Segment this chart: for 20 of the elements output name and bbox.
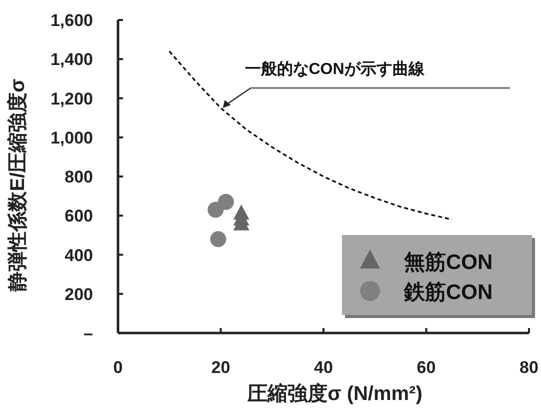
line-series bbox=[168, 50, 453, 220]
x-tick-label: 20 bbox=[211, 358, 230, 377]
y-tick-label: 200 bbox=[64, 284, 93, 304]
y-tick-label: 1,400 bbox=[50, 50, 93, 70]
y-tick-label: 1,200 bbox=[50, 89, 93, 108]
x-tick-label: 60 bbox=[416, 358, 436, 377]
x-tick-label: 40 bbox=[314, 358, 333, 377]
x-tick-label: 80 bbox=[520, 358, 538, 377]
y-tick-label: 400 bbox=[64, 246, 93, 265]
legend-label: 無筋CON bbox=[403, 251, 493, 274]
y-tick-label: – bbox=[84, 324, 93, 343]
y-tick-label: 1,600 bbox=[50, 11, 93, 30]
y-tick-label: 800 bbox=[64, 168, 93, 186]
y-tick-label: 600 bbox=[64, 206, 93, 226]
annotation: 一般的なCONが示す曲線 bbox=[244, 60, 426, 78]
x-axis-title: 圧縮強度σ (N/mm²) bbox=[246, 382, 422, 405]
y-tick-label: 1,000 bbox=[50, 128, 93, 148]
y-axis-title: 静弾性係数E/圧縮強度σ bbox=[6, 78, 29, 292]
legend-label: 鉄筋CON bbox=[403, 281, 493, 304]
x-tick-label: 0 bbox=[113, 358, 123, 377]
